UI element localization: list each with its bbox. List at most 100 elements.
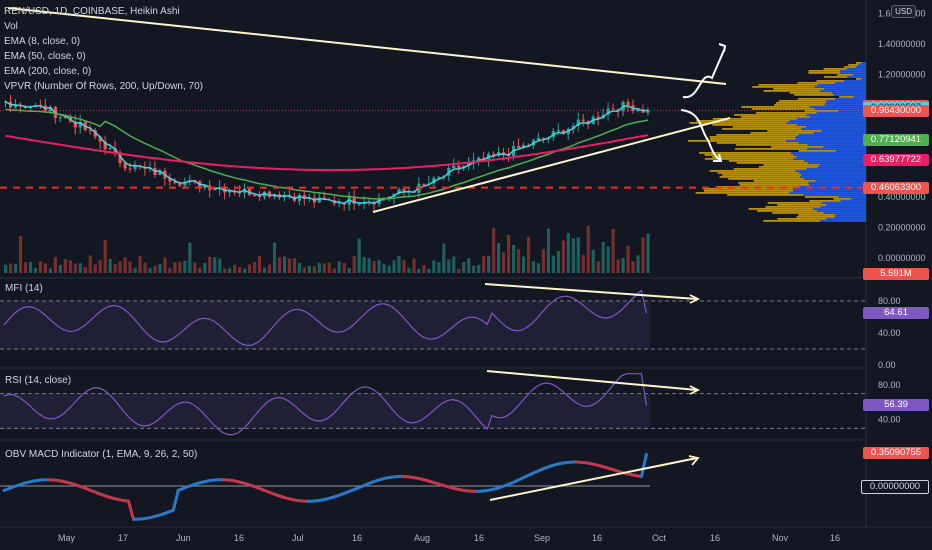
bear-scenario-arrow [680, 109, 721, 161]
vpvr-bar-up [819, 90, 866, 92]
volume-bar [646, 233, 650, 273]
support-trendline [372, 117, 731, 213]
candle-body [13, 105, 18, 108]
obv-zero-tag: 0.00000000 [861, 480, 929, 494]
vpvr-bar-down [734, 148, 808, 150]
volume-bar [437, 262, 441, 273]
candles [4, 94, 650, 273]
volume-bar [193, 262, 197, 273]
mfi-title[interactable]: MFI (14) [5, 283, 43, 294]
mfi-line [3, 289, 647, 347]
vpvr-bar-down [844, 66, 857, 68]
price-tick-label: 1.20000000 [878, 70, 926, 80]
legend-ema8[interactable]: EMA (8, close, 0) [4, 36, 81, 47]
legend-vpvr[interactable]: VPVR (Number Of Rows, 200, Up/Down, 70) [4, 81, 203, 92]
vpvr-bar-down [804, 110, 839, 112]
vpvr-bar-up [809, 184, 866, 186]
vpvr-bar-up [793, 154, 866, 156]
vpvr-bar-up [835, 82, 866, 84]
vpvr-bar-down [778, 100, 827, 102]
vpvr-bar-down [794, 94, 834, 96]
candle-body [133, 165, 137, 169]
time-axis-label: Nov [772, 533, 789, 543]
volume-bar [586, 225, 590, 273]
obv-value-tag: 0.35090755 [863, 447, 929, 459]
candle-body [452, 165, 456, 168]
vpvr-bar-down [797, 82, 836, 84]
vpvr-bar-down [763, 164, 820, 166]
volume-bar [487, 255, 491, 273]
price-tag: 0.77120941 [863, 134, 929, 147]
volume-bar [287, 258, 292, 273]
volume-bar [312, 266, 316, 273]
volume-bar [462, 261, 466, 273]
obv-convergence-line [489, 457, 698, 501]
vpvr-bar-down [733, 168, 807, 170]
vpvr-bar-down [732, 126, 807, 128]
symbol-title[interactable]: REN/USD, 1D, COINBASE, Heikin Ashi [4, 6, 180, 17]
vpvr-bar-down [774, 104, 825, 106]
volume-bar [457, 268, 461, 273]
vpvr-bar-up [796, 124, 866, 126]
volume-bar [382, 263, 386, 273]
vpvr-bar-up [816, 210, 866, 212]
vpvr-bar-up [804, 178, 866, 180]
candle-body [581, 119, 585, 122]
volume-bar [248, 264, 252, 273]
candle-body [516, 146, 521, 148]
volume-bar [93, 264, 97, 273]
obv-arrowhead [688, 455, 700, 466]
vpvr-bar-up [819, 164, 866, 166]
candle-body [302, 194, 306, 199]
candle-body [213, 188, 217, 191]
mfi-arrowhead [689, 294, 701, 304]
legend-vol[interactable]: Vol [4, 21, 18, 32]
legend-ema50[interactable]: EMA (50, close, 0) [4, 51, 86, 62]
candle-body [78, 121, 82, 128]
vpvr-bar-up [826, 204, 866, 206]
volume-bar [158, 264, 162, 273]
currency-unit-button[interactable]: USD [891, 5, 916, 18]
rsi-tick-label: 40.00 [878, 415, 901, 425]
time-axis-label: 17 [118, 533, 128, 543]
vpvr-bar-down [728, 178, 805, 180]
vpvr-bar-up [840, 200, 866, 202]
price-tag: 0.96430000 [863, 104, 929, 117]
volume-bar [178, 261, 182, 273]
vpvr-bar-up [800, 176, 866, 178]
candle-body [48, 106, 53, 111]
volume-bar [203, 262, 207, 273]
vpvr-bar-down [789, 92, 832, 94]
volume-bar [596, 261, 600, 273]
volume-bar [606, 246, 610, 273]
time-axis-label: 16 [234, 533, 244, 543]
vpvr-bar-up [814, 132, 866, 134]
volume-bar [267, 264, 272, 273]
volume-bar [118, 261, 122, 273]
vpvr-bar-up [815, 180, 866, 182]
volume-bar [4, 264, 8, 273]
obv-title[interactable]: OBV MACD Indicator (1, EMA, 9, 26, 2, 50… [5, 449, 198, 460]
vpvr-bar-down [856, 62, 862, 64]
vpvr-bar-up [826, 218, 866, 220]
volume-bar [63, 258, 67, 273]
volume-bar [83, 267, 87, 273]
volume-bar [561, 240, 565, 273]
legend-ema200[interactable]: EMA (200, close, 0) [4, 66, 92, 77]
volume-bar [516, 249, 521, 273]
volume-bar [412, 258, 416, 273]
candle-body [103, 141, 107, 150]
rsi-title[interactable]: RSI (14, close) [5, 375, 72, 386]
price-tick-label: 1.40000000 [878, 39, 926, 49]
candle-body [203, 185, 207, 188]
volume-bar [317, 262, 321, 273]
vpvr-bar-up [852, 74, 866, 76]
volume-bar [148, 267, 152, 273]
vpvr-bar-up [797, 118, 866, 120]
vpvr-bar-down [771, 146, 824, 148]
vpvr-bar-down [798, 150, 836, 152]
vpvr-bar-down [727, 194, 804, 196]
vpvr-bar-down [848, 64, 859, 66]
candle-body [556, 130, 560, 132]
vpvr-bar-down [717, 172, 800, 174]
